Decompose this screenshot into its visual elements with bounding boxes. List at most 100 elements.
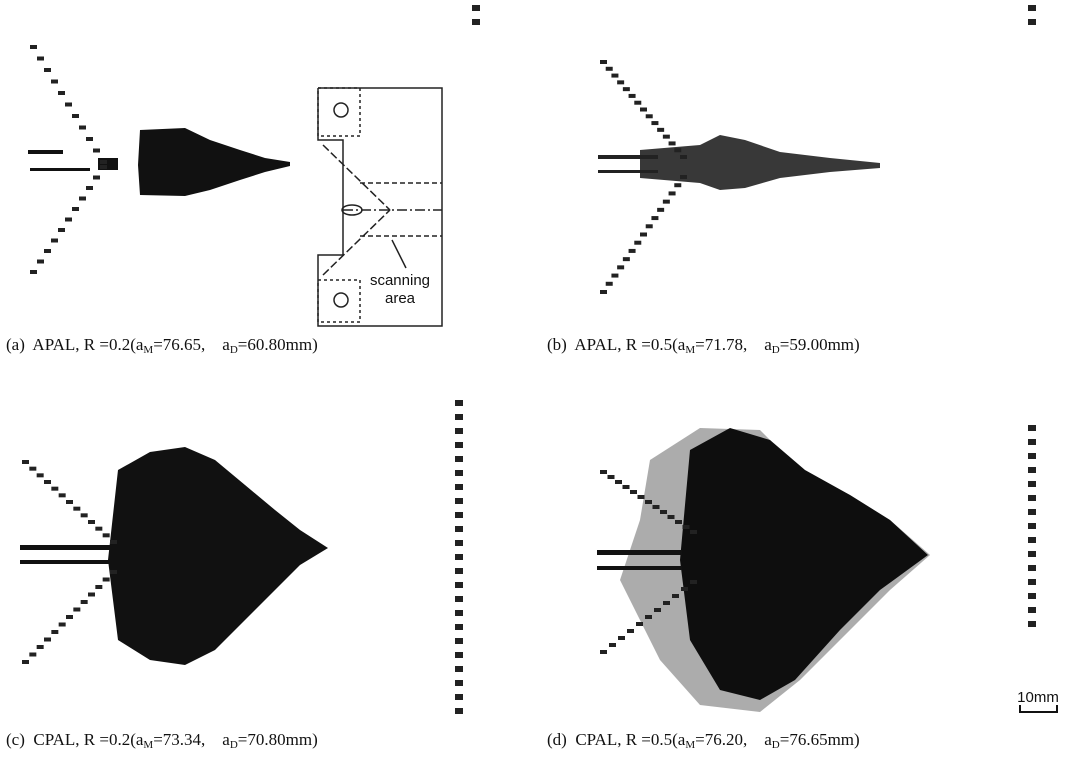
edge-mark xyxy=(455,414,463,420)
scan-dot xyxy=(44,68,51,72)
scan-dot xyxy=(681,587,688,591)
beam xyxy=(322,144,391,211)
scan-dot xyxy=(80,513,88,518)
scan-dot xyxy=(645,224,653,229)
scan-dot xyxy=(637,495,645,499)
caption-text: =71.78, a xyxy=(695,335,772,354)
scan-dot xyxy=(36,645,44,649)
edge-mark xyxy=(455,442,463,448)
scan-dot xyxy=(72,207,79,211)
edge-mark xyxy=(455,554,463,560)
scan-dot xyxy=(86,186,93,190)
scan-dot xyxy=(668,191,676,196)
scan-dot xyxy=(628,93,636,98)
edge-mark xyxy=(455,456,463,462)
subscript: M xyxy=(143,344,153,356)
edge-mark xyxy=(455,526,463,532)
scan-dot xyxy=(73,506,81,511)
scan-dot xyxy=(634,100,642,105)
edge-mark xyxy=(455,680,463,686)
subscript: D xyxy=(772,344,780,356)
caption: (d) CPAL, R =0.5(aM=76.20, aD=76.65mm) xyxy=(547,730,860,751)
scan-dot xyxy=(29,652,37,657)
caption-text: =76.65mm) xyxy=(780,730,860,749)
caption-text: =76.65, a xyxy=(153,335,230,354)
scan-dot xyxy=(680,155,687,159)
scan-dot xyxy=(690,580,697,584)
subscript: M xyxy=(685,739,695,751)
caption-text: =60.80mm) xyxy=(238,335,318,354)
scan-dot xyxy=(652,505,660,509)
subscript: D xyxy=(230,739,238,751)
notch xyxy=(341,204,363,216)
edge-mark xyxy=(455,624,463,630)
edge-mark xyxy=(455,484,463,490)
scan-dot xyxy=(645,615,652,619)
edge-mark xyxy=(455,666,463,672)
beam xyxy=(322,209,391,276)
edge-mark xyxy=(1028,565,1036,571)
scan-dot xyxy=(51,238,58,243)
scan-dot xyxy=(640,232,647,237)
scan-dot xyxy=(615,480,622,484)
subscript: M xyxy=(685,344,695,356)
scan-dot xyxy=(662,199,670,204)
scan-dot xyxy=(622,485,630,489)
edge-mark xyxy=(455,498,463,504)
notch-line xyxy=(598,170,658,173)
flaw-image xyxy=(108,447,328,665)
scan-dot xyxy=(51,630,59,634)
notch-line xyxy=(20,545,115,550)
caption-text: (c) CPAL, R =0.2(a xyxy=(6,730,144,749)
diagram-label: scanning xyxy=(370,272,430,289)
edge-mark xyxy=(455,470,463,476)
hole xyxy=(333,292,349,308)
scan-dot xyxy=(44,637,51,642)
scan-dot xyxy=(651,216,659,221)
scan-dot xyxy=(95,526,103,531)
scan-dot xyxy=(102,577,110,582)
scan-dot xyxy=(690,530,697,534)
leader xyxy=(391,239,407,269)
caption: (c) CPAL, R =0.2(aM=73.34, aD=70.80mm) xyxy=(6,730,318,751)
edge-mark xyxy=(455,582,463,588)
scan-dot xyxy=(88,592,95,597)
edge-mark xyxy=(472,19,480,25)
scan-dot xyxy=(100,165,107,169)
scan-dot xyxy=(22,660,29,664)
edge-mark xyxy=(1028,579,1036,585)
scan-dot xyxy=(663,601,670,605)
scan-dot xyxy=(618,636,625,640)
notch-line xyxy=(20,560,115,564)
scan-dot xyxy=(630,490,637,494)
scan-dot xyxy=(628,248,636,253)
scan-dot xyxy=(51,79,58,84)
scan-dot xyxy=(600,650,607,654)
edge-mark xyxy=(1028,607,1036,613)
edge-mark xyxy=(1028,495,1036,501)
scan-dot xyxy=(73,607,81,612)
scan-dot xyxy=(645,114,653,119)
scan-dot xyxy=(617,265,625,270)
scan-dot xyxy=(605,66,613,71)
hole xyxy=(333,102,349,118)
scan-dot xyxy=(667,515,675,519)
flaw-image xyxy=(680,428,928,700)
diagram-label: area xyxy=(385,290,416,307)
scan-dot xyxy=(645,500,652,504)
scan-c xyxy=(20,447,328,665)
scan-dot xyxy=(672,594,679,598)
flaw-image xyxy=(138,128,290,196)
scan-dot xyxy=(674,183,682,188)
edge-mark xyxy=(1028,593,1036,599)
edge-mark xyxy=(455,694,463,700)
caption-text: (d) CPAL, R =0.5(a xyxy=(547,730,686,749)
caption-text: =70.80mm) xyxy=(238,730,318,749)
caption-text: (a) APAL, R =0.2(a xyxy=(6,335,144,354)
scan-dot xyxy=(654,608,661,612)
scan-dot xyxy=(65,217,72,222)
edge-mark xyxy=(455,638,463,644)
scan-dot xyxy=(640,107,647,112)
edge-mark xyxy=(455,400,463,406)
